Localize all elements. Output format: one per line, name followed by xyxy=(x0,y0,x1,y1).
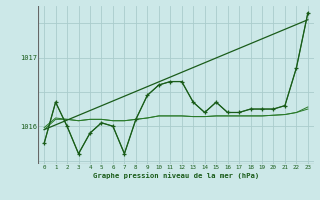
X-axis label: Graphe pression niveau de la mer (hPa): Graphe pression niveau de la mer (hPa) xyxy=(93,172,259,179)
